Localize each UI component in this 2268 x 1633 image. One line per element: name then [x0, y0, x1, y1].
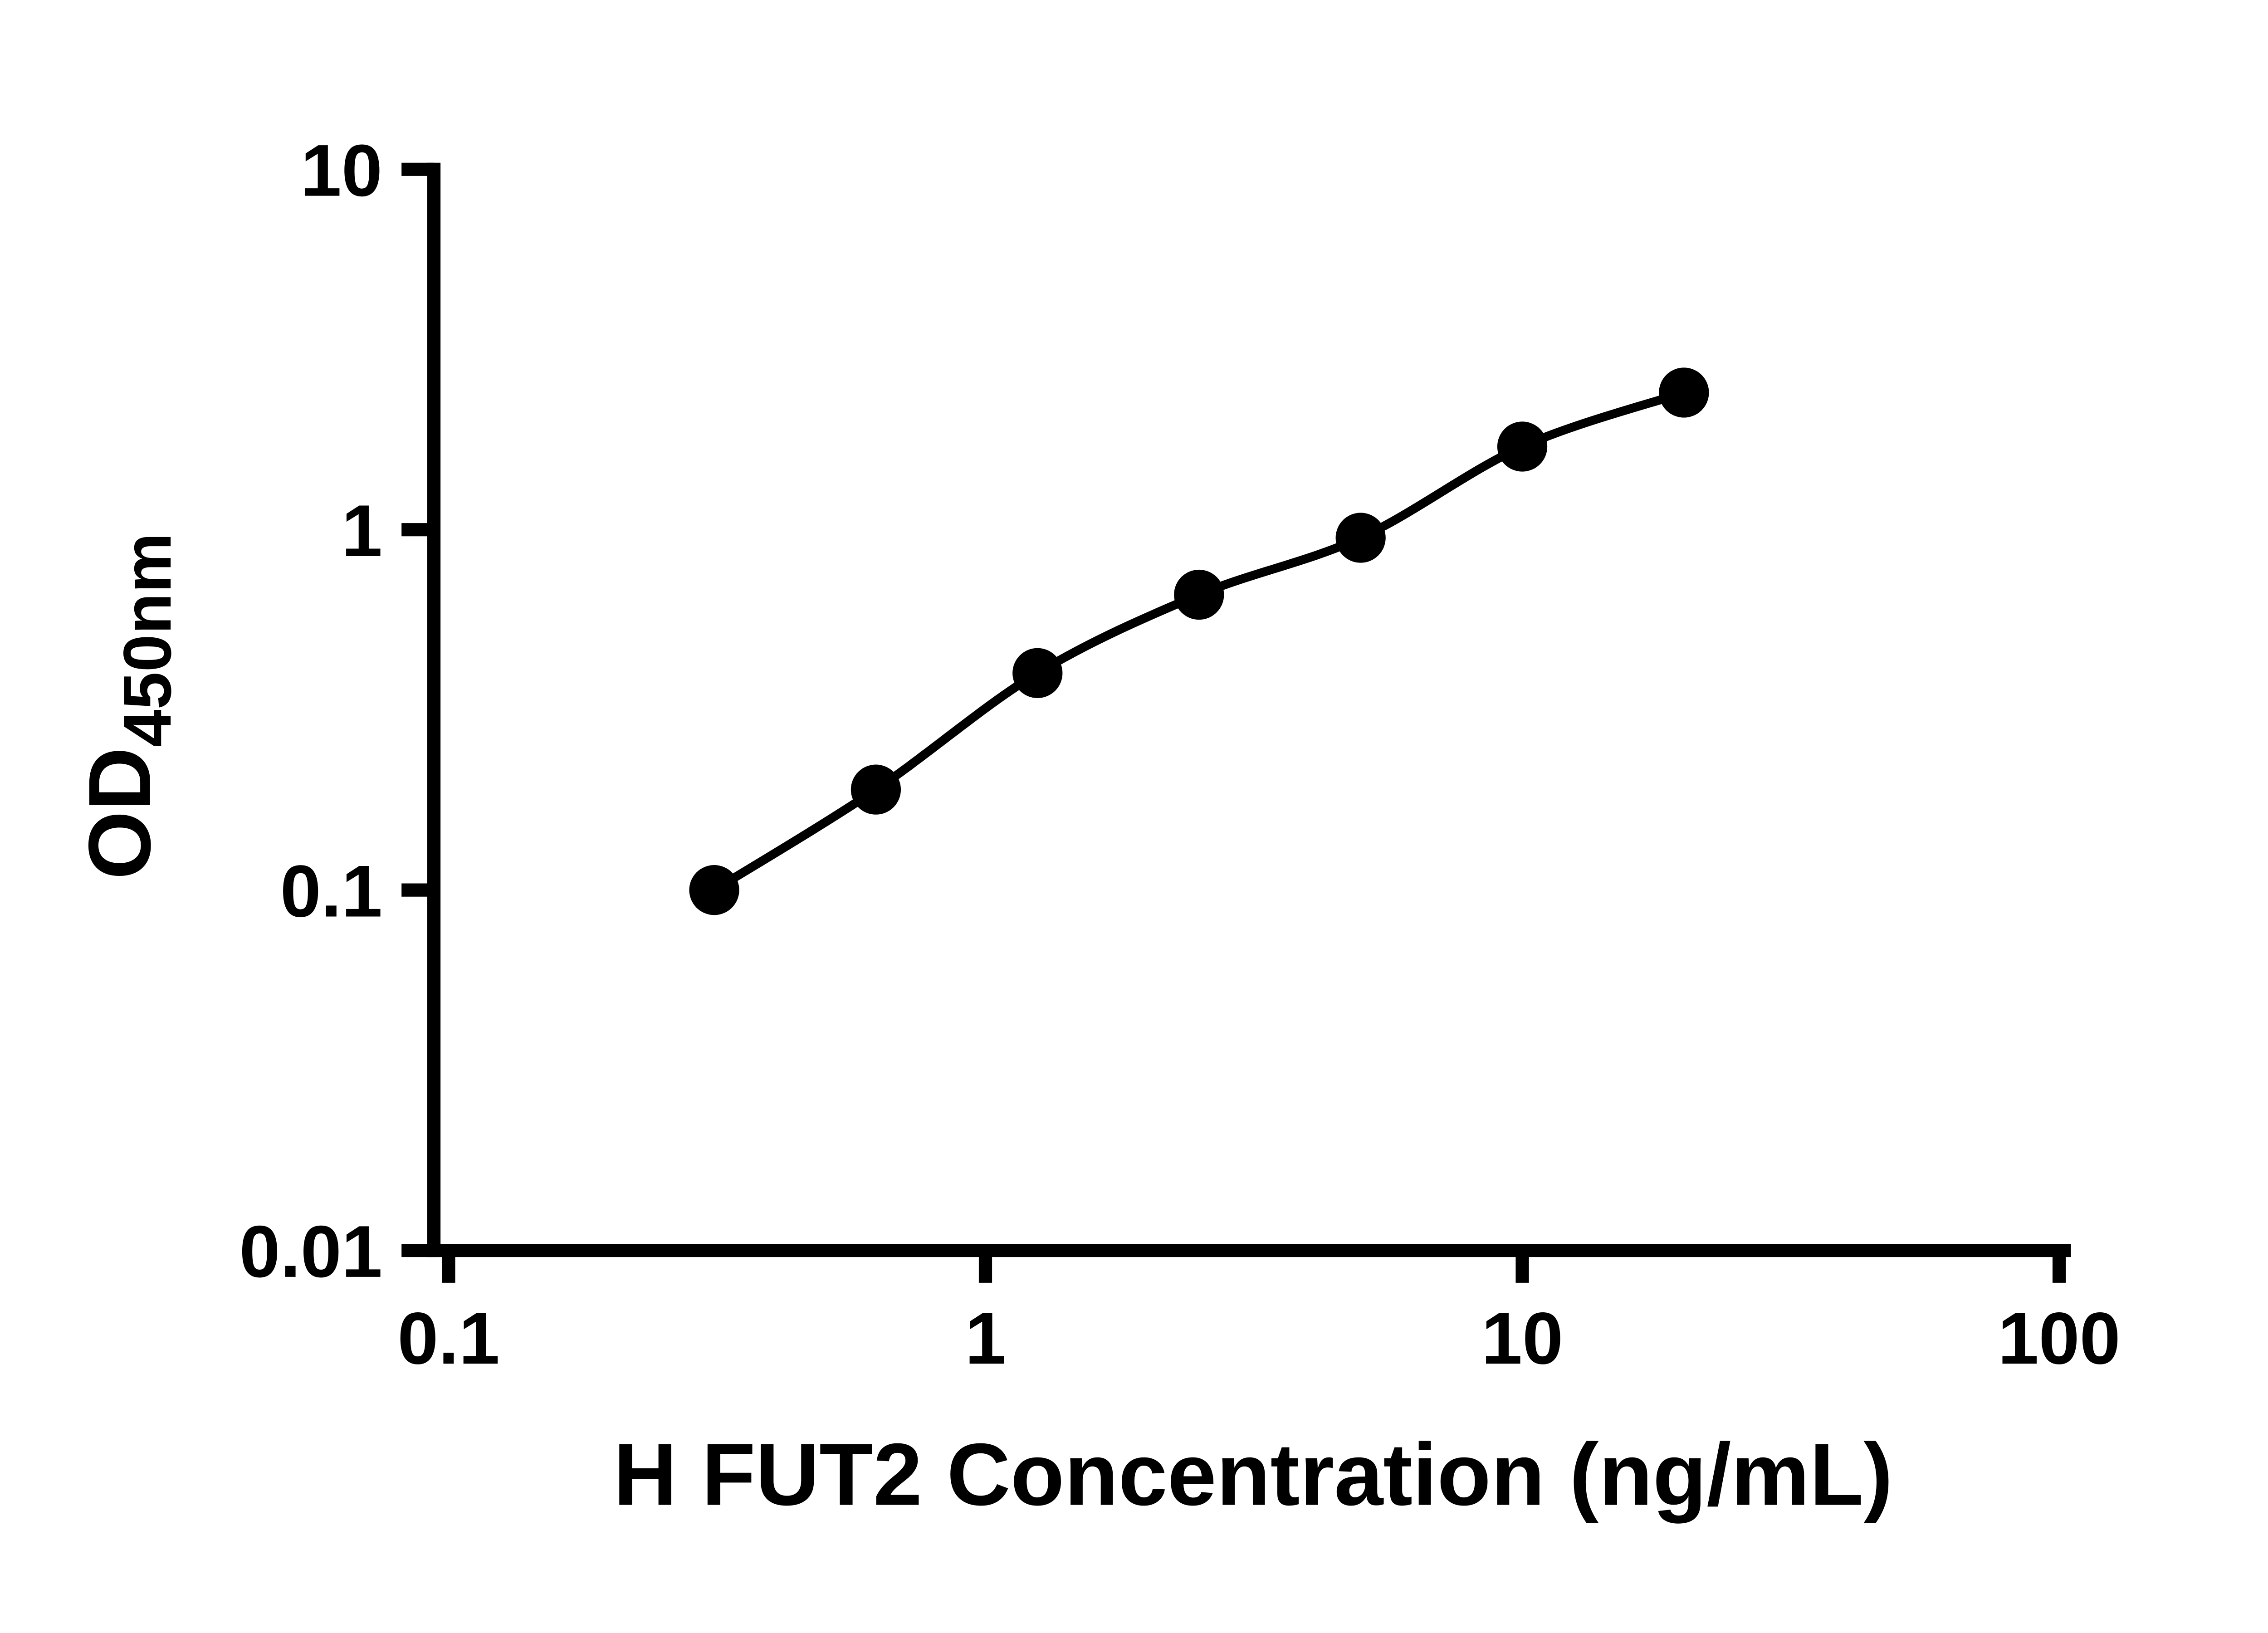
data-point [1335, 513, 1386, 563]
data-point [1012, 648, 1063, 698]
x-tick-label: 100 [1998, 1297, 2120, 1379]
x-tick-label: 1 [965, 1297, 1006, 1379]
data-point [1497, 421, 1548, 472]
y-axis-title: OD450nm [71, 533, 185, 880]
y-tick-label: 10 [301, 130, 382, 212]
y-axis-title-sub: 450nm [109, 533, 185, 748]
y-tick-label: 0.1 [280, 850, 382, 932]
x-tick-label: 10 [1481, 1297, 1563, 1379]
x-tick-label: 0.1 [397, 1297, 499, 1379]
y-axis-title-main: OD [71, 747, 169, 880]
y-tick-label: 1 [342, 490, 382, 572]
x-axis-title: H FUT2 Concentration (ng/mL) [613, 1426, 1893, 1524]
y-tick-label: 0.01 [240, 1211, 383, 1293]
standard-curve-line [712, 388, 1686, 894]
axes [427, 162, 2071, 1257]
data-point [1174, 569, 1224, 620]
data-point [850, 764, 901, 815]
data-point [1659, 367, 1709, 418]
data-point [689, 865, 739, 915]
data-series [689, 367, 1709, 915]
tick-marks [401, 162, 2066, 1283]
